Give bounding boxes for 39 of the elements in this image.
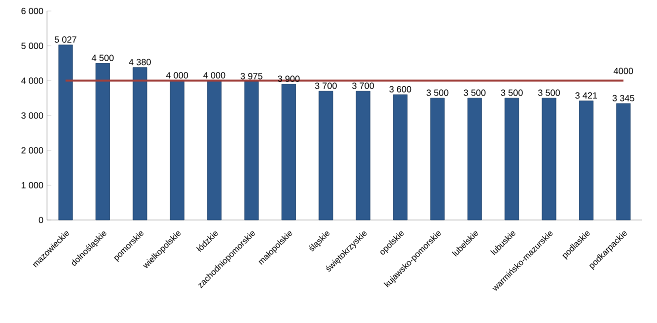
bar <box>282 84 296 220</box>
y-tick-label: 1 000 <box>22 182 44 188</box>
data-label: 3 421 <box>575 92 597 99</box>
data-label: 3 600 <box>389 86 412 92</box>
bar <box>356 90 370 220</box>
data-label: 4 000 <box>166 72 188 78</box>
data-label: 3 500 <box>538 90 560 96</box>
data-label: 3 700 <box>352 82 374 89</box>
data-label: 3 500 <box>500 90 523 96</box>
bar <box>318 90 334 220</box>
bar <box>579 100 594 220</box>
data-label: 3 975 <box>240 72 262 80</box>
data-label: 3 700 <box>315 82 337 89</box>
data-label: 4 500 <box>92 54 114 62</box>
y-tick-label: 4 000 <box>21 77 44 84</box>
data-label: 3 500 <box>464 90 486 96</box>
bar <box>58 44 73 220</box>
bar <box>393 94 408 220</box>
bar <box>467 98 482 220</box>
bar <box>616 103 631 220</box>
y-tick-label: 0 <box>38 216 44 224</box>
y-tick-label: 6 000 <box>21 8 44 14</box>
bar <box>96 63 110 220</box>
data-label: 3 345 <box>612 94 634 102</box>
data-label: 5 027 <box>54 36 76 43</box>
bar <box>207 80 222 220</box>
bar <box>132 67 148 220</box>
bar <box>504 98 520 220</box>
y-tick-label: 3 000 <box>21 112 44 119</box>
bar <box>430 98 445 220</box>
data-label: 4 380 <box>128 58 151 66</box>
bar <box>542 98 556 220</box>
bar <box>244 81 259 220</box>
y-tick-label: 2 000 <box>21 147 44 154</box>
data-label: 4 000 <box>203 72 226 78</box>
y-tick-label: 5 000 <box>21 42 44 50</box>
bar <box>170 80 184 220</box>
data-label: 3 500 <box>426 90 448 96</box>
ref-line-label: 4000 <box>614 68 634 74</box>
